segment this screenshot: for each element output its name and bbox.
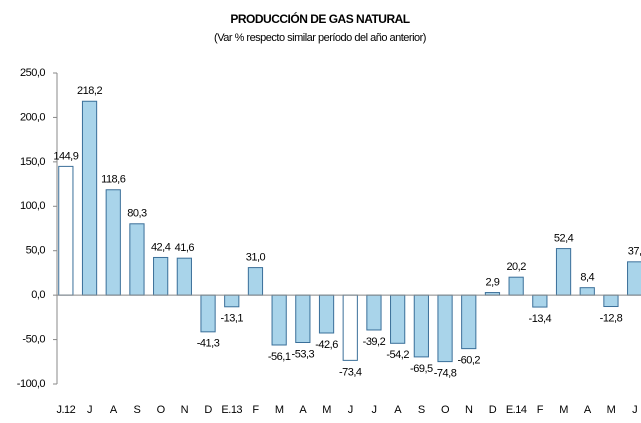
x-tick-label: J bbox=[632, 404, 637, 416]
bar bbox=[81, 100, 98, 296]
chart-title: PRODUCCIÓN DE GAS NATURAL bbox=[230, 11, 409, 26]
value-label: -42,6 bbox=[315, 339, 338, 351]
value-label: -56,1 bbox=[268, 351, 291, 363]
bar bbox=[105, 189, 121, 296]
value-label: -13,1 bbox=[220, 313, 243, 325]
x-tick-label: F bbox=[252, 404, 259, 416]
bar bbox=[437, 294, 453, 363]
value-label: -13,4 bbox=[529, 313, 552, 325]
value-label: -74,8 bbox=[434, 368, 457, 380]
bar bbox=[461, 294, 477, 350]
x-tick-label: E.13 bbox=[221, 404, 242, 416]
value-label: 218,2 bbox=[77, 85, 102, 97]
value-label: 42,4 bbox=[151, 241, 171, 253]
chart-subtitle: (Var % respecto similar período del año … bbox=[214, 32, 426, 44]
value-label: -39,2 bbox=[363, 336, 386, 348]
y-tick-label: 100,0 bbox=[20, 200, 45, 212]
value-label: 144,9 bbox=[53, 150, 78, 162]
x-tick-label: J.12 bbox=[56, 404, 75, 416]
x-tick-label: A bbox=[110, 404, 118, 416]
value-label: 80,3 bbox=[127, 208, 147, 220]
bar bbox=[390, 294, 406, 344]
bar bbox=[153, 256, 169, 296]
x-tick-label: D bbox=[204, 404, 212, 416]
bar bbox=[318, 294, 335, 334]
x-tick-label: S bbox=[134, 404, 141, 416]
x-tick-label: J bbox=[87, 404, 92, 416]
value-label: -54,2 bbox=[386, 349, 409, 361]
y-tick-label: 200,0 bbox=[20, 111, 45, 123]
value-label: -12,8 bbox=[600, 312, 623, 324]
value-label: -41,3 bbox=[197, 338, 220, 350]
value-label: 52,4 bbox=[554, 232, 574, 244]
bar bbox=[200, 294, 216, 333]
x-tick-label: J bbox=[348, 404, 353, 416]
x-tick-label: M bbox=[322, 404, 331, 416]
y-tick-label: -100,0 bbox=[17, 378, 46, 390]
bar bbox=[555, 248, 572, 296]
value-label: -53,3 bbox=[292, 348, 315, 360]
bar bbox=[224, 294, 240, 308]
value-label: -60,2 bbox=[457, 355, 480, 367]
y-tick-label: -50,0 bbox=[22, 333, 45, 345]
bar bbox=[342, 294, 358, 361]
value-label: 8,4 bbox=[580, 272, 594, 284]
bar bbox=[176, 257, 192, 296]
bar bbox=[532, 294, 548, 308]
x-tick-label: N bbox=[465, 404, 473, 416]
bar bbox=[295, 294, 311, 344]
bar bbox=[129, 223, 145, 296]
value-label: 118,6 bbox=[101, 174, 126, 186]
y-tick-label: 50,0 bbox=[26, 245, 46, 257]
x-tick-label: M bbox=[607, 404, 616, 416]
x-tick-label: M bbox=[559, 404, 568, 416]
x-tick-label: M bbox=[275, 404, 284, 416]
bar bbox=[603, 294, 619, 308]
bar bbox=[247, 267, 264, 296]
x-tick-label: J bbox=[371, 404, 376, 416]
bar bbox=[627, 261, 641, 296]
bar bbox=[58, 165, 74, 296]
x-tick-label: E.14 bbox=[506, 404, 527, 416]
value-label: 37, bbox=[628, 246, 641, 258]
value-label: 20,2 bbox=[506, 261, 526, 273]
x-tick-label: A bbox=[299, 404, 307, 416]
value-label: -73,4 bbox=[339, 366, 362, 378]
value-label: -69,5 bbox=[410, 363, 433, 375]
value-label: 31,0 bbox=[246, 252, 266, 264]
x-tick-label: A bbox=[584, 404, 592, 416]
y-tick-label: 150,0 bbox=[20, 156, 45, 168]
x-tick-label: O bbox=[157, 404, 166, 416]
value-label: 41,6 bbox=[175, 242, 195, 254]
y-tick-label: 0,0 bbox=[31, 289, 45, 301]
bar bbox=[271, 294, 287, 346]
bar bbox=[366, 294, 382, 331]
x-tick-label: D bbox=[489, 404, 497, 416]
y-tick-label: 250,0 bbox=[20, 67, 45, 79]
bar bbox=[413, 294, 429, 358]
x-tick-label: O bbox=[441, 404, 450, 416]
value-label: 2,9 bbox=[486, 276, 500, 288]
bar bbox=[579, 287, 595, 296]
x-tick-label: F bbox=[537, 404, 544, 416]
x-tick-label: A bbox=[394, 404, 402, 416]
x-tick-label: S bbox=[418, 404, 425, 416]
bar bbox=[508, 276, 524, 296]
x-tick-label: N bbox=[181, 404, 189, 416]
